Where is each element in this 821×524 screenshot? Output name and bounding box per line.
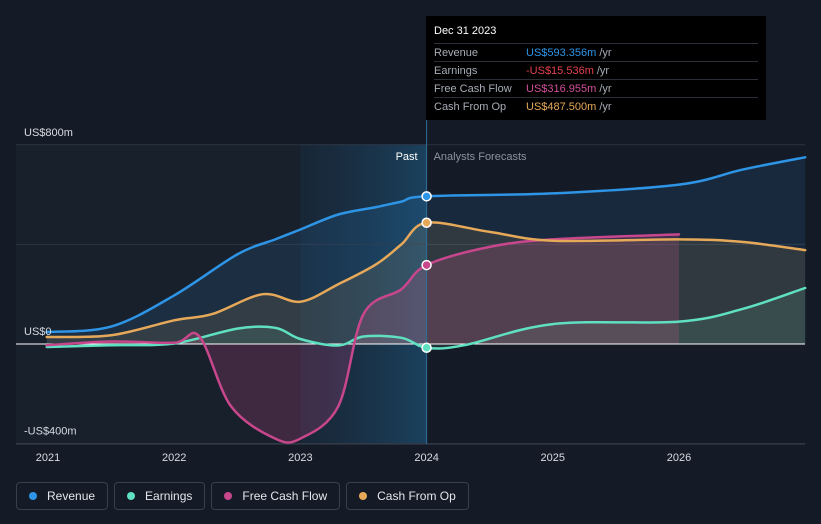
- tooltip-unit: /yr: [596, 64, 610, 77]
- x-tick-label: 2021: [36, 452, 60, 464]
- line-earnings: [45, 286, 807, 350]
- chart-legend: Revenue Earnings Free Cash Flow Cash Fro…: [16, 482, 469, 510]
- tooltip-row-cash-from-op: Cash From Op US$487.500m /yr: [434, 97, 758, 115]
- legend-dot-icon: [359, 492, 368, 500]
- tooltip-unit: /yr: [599, 82, 612, 95]
- legend-label: Earnings: [145, 489, 193, 503]
- x-tick-label: 2024: [414, 452, 438, 464]
- marker-free-cash-flow: [421, 259, 432, 271]
- tooltip-unit: /yr: [599, 46, 612, 59]
- legend-label: Free Cash Flow: [242, 489, 328, 503]
- tooltip-date: Dec 31 2023: [434, 25, 497, 37]
- marker-earnings: [421, 342, 432, 353]
- line-revenue: [45, 156, 807, 334]
- tooltip-value: US$316.955m: [526, 82, 597, 95]
- x-tick-label: 2022: [162, 452, 186, 464]
- marker-revenue: [421, 191, 432, 202]
- past-label: Past: [396, 151, 418, 163]
- tooltip-label: Free Cash Flow: [434, 82, 512, 95]
- forecast-label: Analysts Forecasts: [434, 151, 527, 163]
- area-revenue: [46, 157, 806, 344]
- y-tick-label: US$800m: [24, 127, 73, 139]
- legend-label: Revenue: [47, 489, 96, 503]
- legend-dot-icon: [224, 492, 233, 500]
- legend-item-cash-from-op[interactable]: Cash From Op: [346, 482, 469, 510]
- area-earnings: [46, 288, 806, 349]
- chart-tooltip: Dec 31 2023 Revenue US$593.356m /yr Earn…: [426, 16, 766, 120]
- legend-dot-icon: [127, 492, 136, 500]
- legend-item-earnings[interactable]: Earnings: [114, 482, 206, 510]
- tooltip-row-revenue: Revenue US$593.356m /yr: [434, 43, 758, 61]
- tooltip-label: Cash From Op: [434, 100, 507, 113]
- x-tick-label: 2026: [667, 452, 691, 464]
- tooltip-label: Earnings: [434, 64, 478, 77]
- marker-cash-from-op: [421, 217, 432, 228]
- tooltip-row-free-cash-flow: Free Cash Flow US$316.955m /yr: [434, 79, 758, 97]
- area-cash-from-op: [46, 222, 806, 344]
- tooltip-value: US$487.500m: [526, 100, 597, 113]
- x-tick-label: 2025: [541, 452, 565, 464]
- y-tick-label: US$0: [24, 326, 52, 338]
- legend-item-free-cash-flow[interactable]: Free Cash Flow: [211, 482, 341, 510]
- legend-dot-icon: [29, 492, 37, 500]
- tooltip-label: Revenue: [434, 46, 479, 59]
- line-free-cash-flow: [45, 233, 681, 444]
- y-tick-label: -US$400m: [24, 426, 77, 438]
- tooltip-unit: /yr: [599, 100, 612, 113]
- tooltip-row-earnings: Earnings -US$15.536m /yr: [434, 61, 758, 79]
- tooltip-value: US$593.356m: [526, 46, 597, 59]
- legend-item-revenue[interactable]: Revenue: [16, 482, 109, 510]
- line-cash-from-op: [45, 221, 807, 339]
- legend-label: Cash From Op: [377, 489, 456, 503]
- tooltip-value: -US$15.536m: [526, 64, 594, 77]
- x-tick-label: 2023: [288, 452, 312, 464]
- area-free-cash-flow: [46, 234, 679, 443]
